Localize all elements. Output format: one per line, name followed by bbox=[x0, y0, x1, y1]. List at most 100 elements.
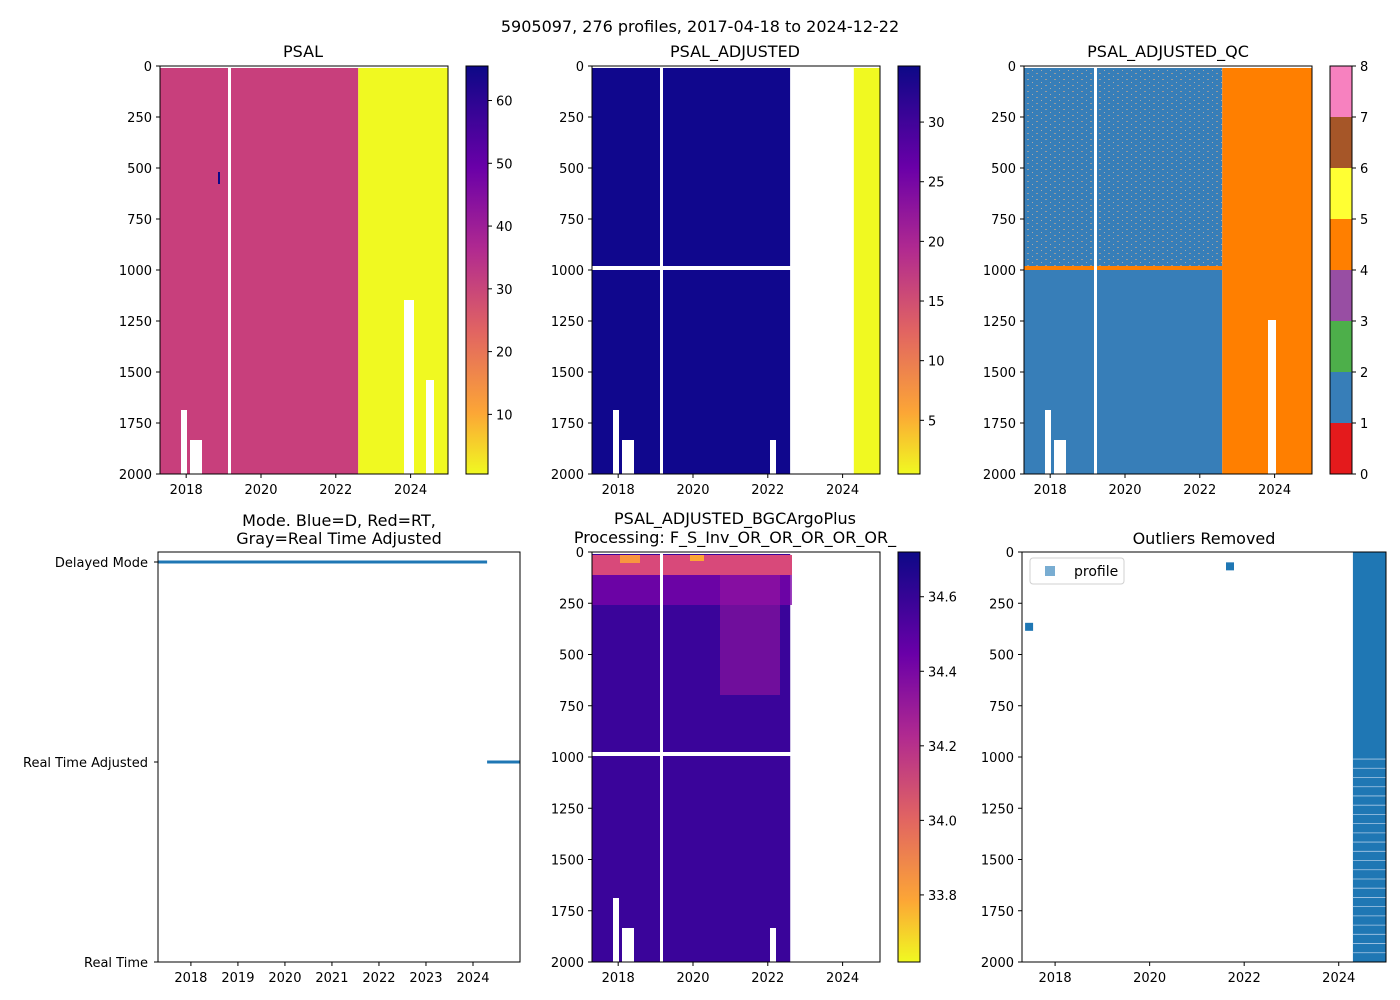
y-tick-label: 500 bbox=[991, 162, 1016, 177]
colorbar-class-0 bbox=[1330, 423, 1352, 474]
colorbar-tick-label: 2 bbox=[1360, 366, 1368, 381]
panel-psal-bgc: PSAL_ADJUSTED_BGCArgoPlus Processing: F_… bbox=[551, 509, 957, 986]
y-tick-label: 250 bbox=[127, 111, 152, 126]
legend-label: profile bbox=[1074, 564, 1118, 580]
x-tick-label: 2024 bbox=[826, 971, 859, 986]
panel-mode-frame bbox=[157, 551, 521, 963]
x-tick-label: 2024 bbox=[826, 483, 859, 498]
y-tick-label: 500 bbox=[559, 649, 584, 664]
y-tick-label: 2000 bbox=[981, 956, 1014, 971]
figure-suptitle: 5905097, 276 profiles, 2017-04-18 to 202… bbox=[501, 17, 899, 36]
y-tick-label: 1000 bbox=[981, 751, 1014, 766]
colorbar-tick-label: 34.6 bbox=[928, 591, 957, 606]
colorbar-tick-label: 33.8 bbox=[928, 889, 957, 904]
y-tick-label: 500 bbox=[127, 162, 152, 177]
qc-gap-c bbox=[1054, 440, 1066, 474]
y-tick-label: 750 bbox=[127, 213, 152, 228]
x-tick-label: 2022 bbox=[362, 971, 395, 986]
colorbar-tick-label: 40 bbox=[496, 220, 513, 235]
x-tick-label: 2023 bbox=[409, 971, 442, 986]
y-tick-label: 1250 bbox=[551, 315, 584, 330]
y-tick-label: 0 bbox=[144, 60, 152, 75]
y-tick-label: 750 bbox=[989, 700, 1014, 715]
x-tick-label: 2022 bbox=[751, 483, 784, 498]
panel-mode: Mode. Blue=D, Red=RT, Gray=Real Time Adj… bbox=[23, 511, 521, 986]
psal-bgc-gap-c bbox=[622, 928, 634, 962]
y-tick-label: 2000 bbox=[551, 468, 584, 483]
panel-outliers: Outliers Removed 2018 2020 2022 2024 0 250 500… bbox=[981, 529, 1387, 986]
panel-outliers-title: Outliers Removed bbox=[1133, 529, 1276, 548]
x-tick-label: 2018 bbox=[602, 971, 635, 986]
colorbar-tick-label: 20 bbox=[496, 346, 513, 361]
y-tick-label: 2000 bbox=[983, 468, 1016, 483]
x-tick-label: 2020 bbox=[268, 971, 301, 986]
heatmap-segment-0 bbox=[592, 68, 791, 474]
colorbar-class-6 bbox=[1330, 117, 1352, 168]
y-tick-label: 1750 bbox=[551, 905, 584, 920]
psal-bgc-texture bbox=[592, 552, 792, 962]
panel-psal-adjusted-qc-title: PSAL_ADJUSTED_QC bbox=[1087, 42, 1249, 62]
psal-bgc-surface-warm bbox=[620, 555, 640, 563]
y-tick-label: 1500 bbox=[551, 854, 584, 869]
psal-adjusted-gap-d bbox=[770, 440, 776, 474]
psal-outlier-mark bbox=[218, 172, 220, 184]
panel-psal-adjusted: PSAL_ADJUSTED 2018 2020 2022 2024 0 250 500 750… bbox=[551, 42, 945, 498]
psal-data-gaps bbox=[181, 66, 434, 474]
psal-adjusted-gap-b bbox=[613, 410, 619, 474]
x-tick-label: 2018 bbox=[174, 971, 207, 986]
y-tick-label: 250 bbox=[559, 597, 584, 612]
y-tick-label: 500 bbox=[559, 162, 584, 177]
qc-gap-b bbox=[1045, 410, 1051, 474]
outlier-point-1 bbox=[1226, 562, 1234, 571]
colorbar-class-7 bbox=[1330, 66, 1352, 117]
y-tick-label: 750 bbox=[991, 213, 1016, 228]
y-tick-label: 250 bbox=[989, 597, 1014, 612]
outlier-point-0 bbox=[1025, 622, 1034, 631]
psal-bgc-surface-band bbox=[592, 555, 792, 575]
x-tick-label: 2018 bbox=[602, 483, 635, 498]
x-tick-label: 2018 bbox=[1039, 971, 1072, 986]
colorbar-tick-label: 0 bbox=[1360, 468, 1368, 483]
x-tick-label: 2019 bbox=[221, 971, 254, 986]
colorbar-tick-label: 50 bbox=[496, 157, 513, 172]
x-tick-label: 2024 bbox=[456, 971, 489, 986]
y-tick-label: 2000 bbox=[551, 956, 584, 971]
x-tick-label: 2024 bbox=[394, 483, 427, 498]
qc-overlays bbox=[1024, 66, 1276, 474]
y-tick-label: 1000 bbox=[551, 751, 584, 766]
y-tick-label: 0 bbox=[1008, 60, 1016, 75]
outliers-legend: profile bbox=[1029, 557, 1125, 585]
qc-1000m-band bbox=[1024, 266, 1224, 270]
colorbar-tick-label: 30 bbox=[928, 116, 945, 131]
colorbar-tick-label: 20 bbox=[928, 235, 945, 250]
y-tick-label: 1750 bbox=[551, 417, 584, 432]
psal-gap-b bbox=[181, 410, 187, 474]
psal-bgc-1000m-gap bbox=[592, 752, 792, 756]
colorbar-class-2 bbox=[1330, 321, 1352, 372]
panel-psal-adjusted-title: PSAL_ADJUSTED bbox=[670, 42, 800, 62]
y-tick-label: Real Time bbox=[84, 956, 148, 971]
colorbar-tick-label: 10 bbox=[496, 408, 513, 423]
y-tick-label: 1250 bbox=[981, 802, 1014, 817]
panel-psal-title: PSAL bbox=[283, 42, 323, 61]
colorbar-tick-label: 3 bbox=[1360, 315, 1368, 330]
x-tick-label: 2022 bbox=[319, 483, 352, 498]
y-tick-label: 1750 bbox=[983, 417, 1016, 432]
outliers-dense-block bbox=[1352, 552, 1386, 962]
psal-bgc-gap-d bbox=[770, 928, 776, 962]
colorbar bbox=[897, 65, 921, 475]
colorbar-tick-label: 34.4 bbox=[928, 665, 957, 680]
y-tick-label: 1250 bbox=[119, 315, 152, 330]
x-tick-label: 2022 bbox=[1183, 483, 1216, 498]
colorbar-tick-label: 10 bbox=[928, 355, 945, 370]
panel-psal: PSAL 2018 2020 2022 2024 0 250 500 750 1000 1250 1… bbox=[119, 42, 513, 498]
y-tick-label: 750 bbox=[559, 213, 584, 228]
heatmap-segment-1 bbox=[790, 68, 854, 474]
psal-bgc-surface-warm-2 bbox=[690, 555, 704, 561]
y-tick-label: 1000 bbox=[983, 264, 1016, 279]
colorbar-tick-label: 1 bbox=[1360, 417, 1368, 432]
x-tick-label: 2020 bbox=[676, 971, 709, 986]
y-tick-label: 0 bbox=[576, 60, 584, 75]
y-tick-label: 1500 bbox=[981, 854, 1014, 869]
